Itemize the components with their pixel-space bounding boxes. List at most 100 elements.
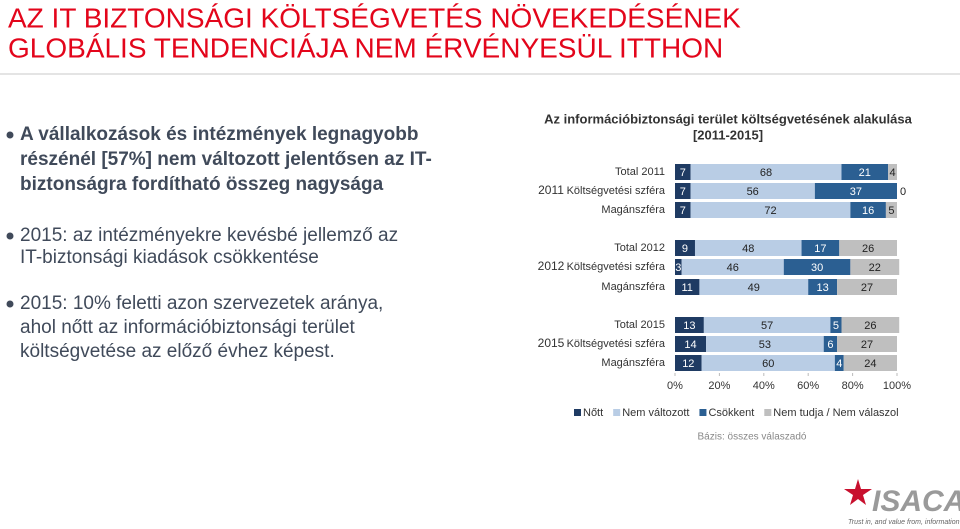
value-label: 14 <box>684 339 696 351</box>
bar-segment <box>675 355 702 371</box>
legend-label: Nőtt <box>583 407 603 419</box>
legend-swatch <box>764 409 772 416</box>
logo-mark <box>844 479 872 505</box>
value-label: 9 <box>682 243 688 255</box>
bar-segment <box>701 355 835 371</box>
value-label: 13 <box>683 320 695 332</box>
value-label: 26 <box>862 243 874 255</box>
bullet-text: ahol nőtt az információbiztonsági terüle… <box>20 317 356 338</box>
legend-label: Nem változott <box>622 407 689 419</box>
category-label: Költségvetési szféra <box>567 185 666 197</box>
legend-label: Csökkent <box>708 407 754 419</box>
bullet-text: A vállalkozások és intézmények legnagyob… <box>20 124 418 145</box>
bar-segment <box>850 202 886 218</box>
category-label: Költségvetési szféra <box>567 261 666 273</box>
bar-segment <box>830 317 842 333</box>
bullet-text: biztonságra fordítható összeg nagysága <box>20 174 384 195</box>
value-label: 7 <box>680 205 686 217</box>
value-label: 7 <box>680 186 686 198</box>
value-label: 11 <box>681 282 692 294</box>
value-label: 5 <box>888 205 894 217</box>
value-label: 22 <box>869 262 881 274</box>
value-label: 7 <box>680 167 686 179</box>
value-label: 68 <box>760 167 772 179</box>
bar-segment <box>839 240 897 256</box>
x-tick-label: 20% <box>708 380 730 392</box>
bar-segment <box>703 317 831 333</box>
value-label: 24 <box>864 358 876 370</box>
legend-swatch <box>699 409 707 416</box>
legend-label: Nem tudja / Nem válaszol <box>773 407 898 419</box>
bar-segment <box>823 336 838 352</box>
bullet-dot <box>6 232 14 240</box>
x-tick-label: 60% <box>797 380 819 392</box>
value-label: 13 <box>817 282 829 294</box>
bar-segment <box>690 183 815 199</box>
value-label: 49 <box>748 282 760 294</box>
bar-segment <box>808 279 838 295</box>
value-label: 27 <box>861 339 873 351</box>
value-label: 3 <box>675 262 681 274</box>
chart-title: [2011-2015] <box>693 127 763 142</box>
value-label: 16 <box>862 205 874 217</box>
slide-title: AZ IT BIZTONSÁGI KÖLTSÉGVETÉS NÖVEKEDÉSÉ… <box>8 2 741 33</box>
bullet-dot <box>6 300 14 308</box>
value-label: 30 <box>811 262 823 274</box>
bar-segment <box>814 183 897 199</box>
bar-segment <box>675 336 707 352</box>
value-label: 53 <box>759 339 771 351</box>
value-label: 0 <box>900 186 906 198</box>
logo-name: ISACA <box>872 485 960 518</box>
value-label: 12 <box>682 358 694 370</box>
bar-segment <box>885 202 897 218</box>
bullet-text: költségvetése az előző évhez képest. <box>20 341 335 362</box>
bar-segment <box>675 240 695 256</box>
value-label: 57 <box>761 320 773 332</box>
bullet-text: IT-biztonsági kiadások csökkentése <box>20 247 319 268</box>
bar-segment <box>675 183 691 199</box>
bar-segment <box>783 259 851 275</box>
value-label: 72 <box>764 205 776 217</box>
bullet-text: 2015: 10% feletti azon szervezetek arány… <box>20 293 383 314</box>
bar-segment <box>888 164 897 180</box>
x-tick-label: 80% <box>842 380 864 392</box>
category-label: Magánszféra <box>601 281 665 293</box>
bar-segment <box>675 164 691 180</box>
value-label: 56 <box>747 186 759 198</box>
x-tick-label: 0% <box>667 380 683 392</box>
value-label: 26 <box>864 320 876 332</box>
legend-swatch <box>613 409 621 416</box>
value-label: 37 <box>850 186 862 198</box>
bar-segment <box>675 279 700 295</box>
bar-segment <box>675 317 704 333</box>
bar-segment <box>699 279 809 295</box>
bar-segment <box>841 164 889 180</box>
legend-swatch <box>574 409 581 416</box>
bar-segment <box>801 240 840 256</box>
value-label: 21 <box>859 167 871 179</box>
group-label: 2012 <box>538 259 565 273</box>
slide-title: GLOBÁLIS TENDENCIÁJA NEM ÉRVÉNYESÜL ITTH… <box>8 32 723 63</box>
category-label: Magánszféra <box>601 357 665 369</box>
x-tick-label: 40% <box>753 380 775 392</box>
bar-segment <box>843 355 897 371</box>
bar-segment <box>837 279 897 295</box>
bar-segment <box>690 164 842 180</box>
bar-segment <box>681 259 784 275</box>
category-label: Költségvetési szféra <box>567 338 666 350</box>
bullet-dot <box>6 131 14 139</box>
category-label: Magánszféra <box>601 204 665 216</box>
bullet-text: részénél [57%] nem változott jelentősen … <box>20 149 432 170</box>
bar-segment <box>841 317 900 333</box>
logo-tagline: Trust in, and value from, information sy… <box>848 519 960 526</box>
value-label: 5 <box>833 320 839 332</box>
group-label: 2015 <box>538 336 565 350</box>
value-label: 46 <box>727 262 739 274</box>
category-label: Total 2015 <box>614 319 665 331</box>
value-label: 4 <box>889 167 895 179</box>
group-label: 2011 <box>538 183 564 197</box>
bar-segment <box>850 259 900 275</box>
bar-segment <box>837 336 897 352</box>
value-label: 6 <box>827 339 833 351</box>
